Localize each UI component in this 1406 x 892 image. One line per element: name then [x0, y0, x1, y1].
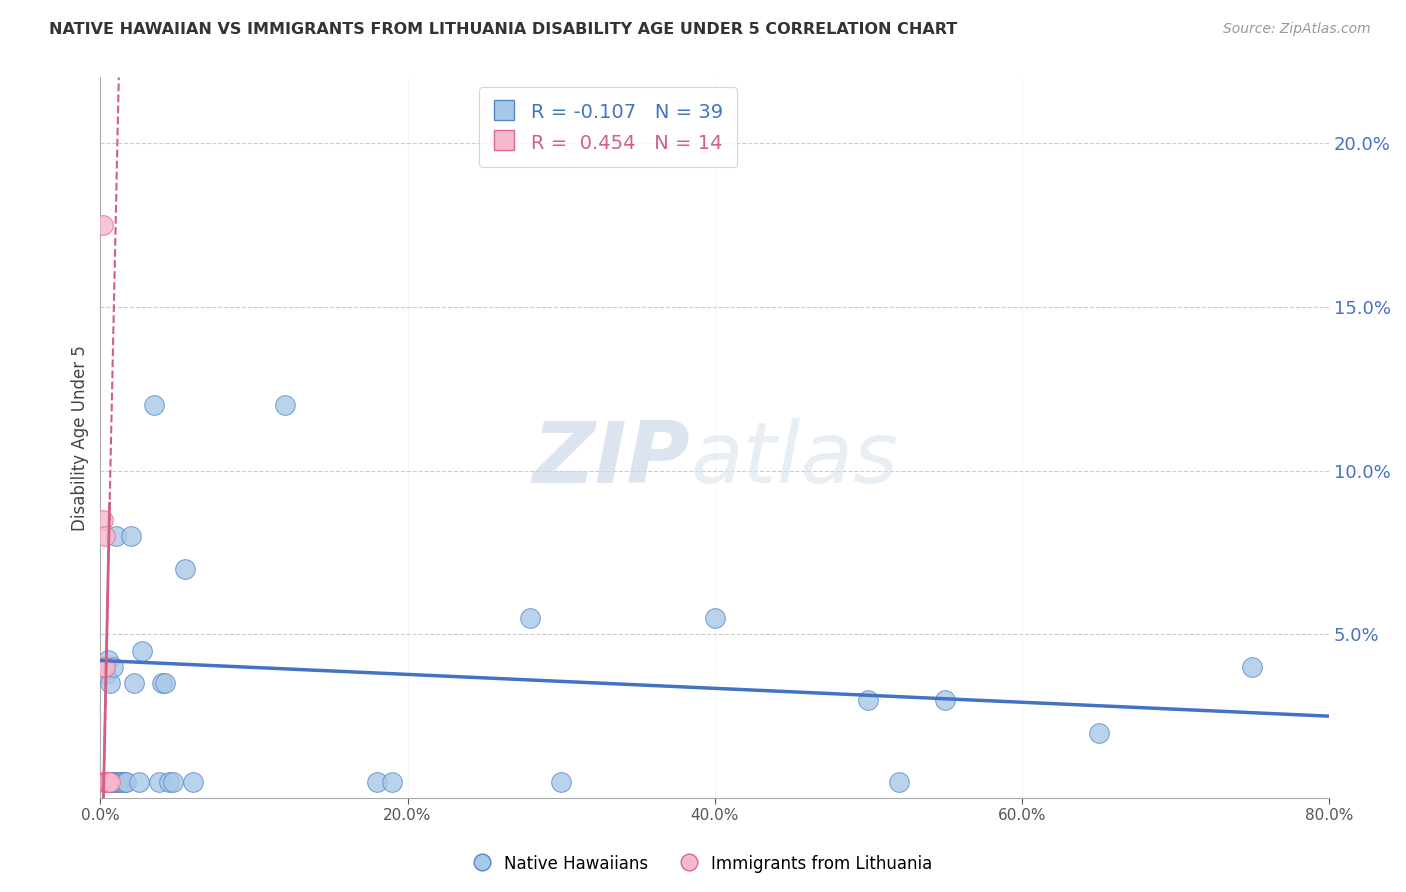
Native Hawaiians	[887, 774, 910, 789]
Native Hawaiians	[104, 529, 127, 543]
Immigrants from Lithuania	[93, 513, 115, 527]
Native Hawaiians	[143, 398, 166, 412]
Native Hawaiians	[153, 676, 176, 690]
Native Hawaiians	[98, 774, 121, 789]
Native Hawaiians	[110, 774, 132, 789]
Native Hawaiians	[105, 774, 128, 789]
Native Hawaiians	[98, 676, 121, 690]
Native Hawaiians	[173, 562, 195, 576]
Immigrants from Lithuania	[94, 660, 117, 674]
Native Hawaiians	[1241, 660, 1264, 674]
Immigrants from Lithuania	[94, 774, 117, 789]
Immigrants from Lithuania	[96, 774, 118, 789]
Immigrants from Lithuania	[93, 218, 115, 232]
Native Hawaiians	[111, 774, 134, 789]
Text: atlas: atlas	[690, 417, 898, 501]
Native Hawaiians	[159, 774, 181, 789]
Native Hawaiians	[934, 693, 956, 707]
Native Hawaiians	[115, 774, 138, 789]
Legend: R = -0.107   N = 39, R =  0.454   N = 14: R = -0.107 N = 39, R = 0.454 N = 14	[478, 87, 737, 167]
Native Hawaiians	[122, 676, 145, 690]
Native Hawaiians	[858, 693, 880, 707]
Immigrants from Lithuania	[93, 660, 115, 674]
Native Hawaiians	[96, 666, 118, 681]
Immigrants from Lithuania	[97, 774, 120, 789]
Immigrants from Lithuania	[97, 774, 120, 789]
Native Hawaiians	[381, 774, 404, 789]
Native Hawaiians	[100, 774, 122, 789]
Native Hawaiians	[94, 660, 117, 674]
Native Hawaiians	[519, 611, 541, 625]
Legend: Native Hawaiians, Immigrants from Lithuania: Native Hawaiians, Immigrants from Lithua…	[467, 848, 939, 880]
Native Hawaiians	[97, 653, 120, 667]
Native Hawaiians	[101, 660, 124, 674]
Native Hawaiians	[703, 611, 725, 625]
Y-axis label: Disability Age Under 5: Disability Age Under 5	[72, 345, 89, 531]
Native Hawaiians	[181, 774, 204, 789]
Native Hawaiians	[107, 774, 129, 789]
Immigrants from Lithuania	[96, 774, 118, 789]
Native Hawaiians	[148, 774, 170, 789]
Native Hawaiians	[103, 774, 125, 789]
Text: NATIVE HAWAIIAN VS IMMIGRANTS FROM LITHUANIA DISABILITY AGE UNDER 5 CORRELATION : NATIVE HAWAIIAN VS IMMIGRANTS FROM LITHU…	[49, 22, 957, 37]
Immigrants from Lithuania	[94, 774, 117, 789]
Native Hawaiians	[128, 774, 150, 789]
Immigrants from Lithuania	[93, 774, 115, 789]
Text: ZIP: ZIP	[533, 417, 690, 501]
Native Hawaiians	[114, 774, 136, 789]
Native Hawaiians	[150, 676, 173, 690]
Native Hawaiians	[101, 774, 124, 789]
Native Hawaiians	[366, 774, 388, 789]
Immigrants from Lithuania	[94, 529, 117, 543]
Native Hawaiians	[273, 398, 295, 412]
Native Hawaiians	[162, 774, 184, 789]
Native Hawaiians	[120, 529, 142, 543]
Immigrants from Lithuania	[98, 774, 121, 789]
Immigrants from Lithuania	[96, 774, 118, 789]
Native Hawaiians	[131, 643, 153, 657]
Native Hawaiians	[550, 774, 572, 789]
Native Hawaiians	[1087, 725, 1109, 739]
Text: Source: ZipAtlas.com: Source: ZipAtlas.com	[1223, 22, 1371, 37]
